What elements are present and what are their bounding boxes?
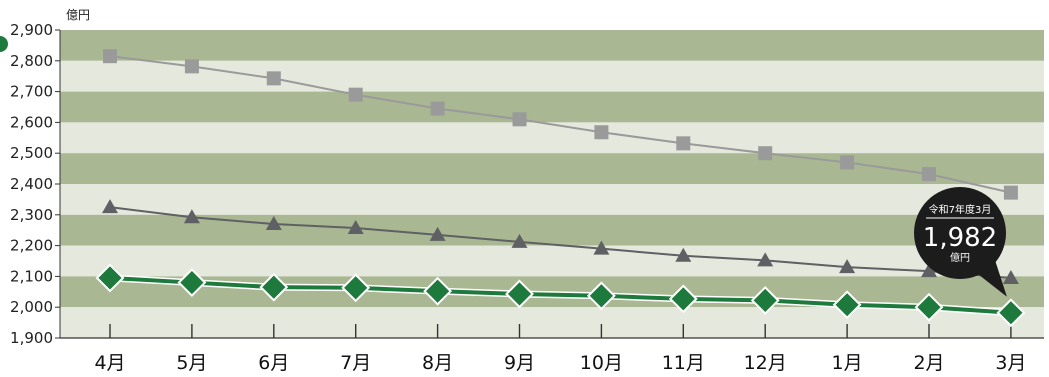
y-tick-label: 2,300 bbox=[10, 206, 53, 224]
series-layer bbox=[95, 49, 1026, 328]
data-point bbox=[259, 272, 289, 302]
y-tick-label: 2,800 bbox=[10, 52, 53, 70]
data-point bbox=[675, 247, 692, 262]
background-band bbox=[60, 245, 1044, 277]
y-tick-label: 2,000 bbox=[10, 298, 53, 316]
x-tick-label: 2月 bbox=[913, 352, 944, 374]
x-tick-label: 5月 bbox=[176, 352, 207, 374]
data-point bbox=[593, 240, 610, 255]
data-point bbox=[266, 71, 281, 86]
data-point bbox=[511, 233, 528, 248]
x-tick-label: 7月 bbox=[340, 352, 371, 374]
data-point bbox=[832, 290, 862, 320]
data-point bbox=[996, 298, 1026, 328]
data-point bbox=[594, 125, 609, 140]
y-tick-label: 2,200 bbox=[10, 237, 53, 255]
data-point bbox=[1002, 269, 1019, 284]
x-tick-label: 1月 bbox=[832, 352, 863, 374]
y-unit-label: 億円 bbox=[66, 8, 90, 22]
y-tick-label: 1,900 bbox=[10, 329, 53, 347]
series-triangle bbox=[102, 199, 1019, 284]
background-band bbox=[60, 30, 1044, 61]
data-point bbox=[95, 263, 125, 293]
data-point bbox=[184, 59, 199, 74]
data-point bbox=[758, 146, 773, 161]
data-point bbox=[1003, 185, 1018, 200]
series-line bbox=[109, 55, 1012, 194]
x-tick-label: 4月 bbox=[94, 352, 125, 374]
y-tick-label: 2,400 bbox=[10, 175, 53, 193]
data-point bbox=[914, 292, 944, 322]
plot-background-bands bbox=[60, 30, 1044, 338]
y-axis: 1,900 2,000 2,100 2,200 2,300 2,400 2,500 2,600… bbox=[10, 21, 61, 347]
series-square bbox=[103, 49, 1018, 200]
callout-value: 1,982 bbox=[923, 223, 997, 253]
data-point bbox=[341, 273, 371, 303]
background-band bbox=[60, 184, 1044, 215]
series-line bbox=[109, 206, 1011, 279]
callout-bubble: 令和7年度3月 1,982 億円 bbox=[914, 187, 1007, 297]
legend-marker-edge bbox=[0, 36, 8, 52]
y-tick-label: 2,700 bbox=[10, 83, 53, 101]
x-tick-label: 11月 bbox=[662, 352, 705, 374]
y-tick-label: 2,600 bbox=[10, 113, 53, 131]
x-axis: 4月 5月 6月 7月 8月 9月 10月 11月 12月 1月 2月 3月 bbox=[60, 324, 1044, 374]
x-tick-label: 6月 bbox=[258, 352, 289, 374]
background-band bbox=[60, 91, 1044, 123]
data-point bbox=[423, 276, 453, 306]
x-tick-label: 8月 bbox=[422, 352, 453, 374]
background-band bbox=[60, 60, 1044, 92]
background-band bbox=[60, 153, 1044, 184]
data-point bbox=[429, 226, 446, 241]
data-point bbox=[102, 199, 118, 214]
series-diamond bbox=[95, 263, 1026, 328]
x-tick-label: 9月 bbox=[504, 352, 535, 374]
data-point bbox=[750, 286, 780, 315]
data-point bbox=[757, 252, 774, 267]
callout-title: 令和7年度3月 bbox=[929, 203, 992, 216]
callout-unit: 億円 bbox=[950, 251, 970, 264]
data-point bbox=[512, 112, 527, 127]
x-tick-label: 12月 bbox=[744, 352, 787, 374]
data-point bbox=[840, 155, 855, 170]
data-point bbox=[265, 216, 282, 231]
background-band bbox=[60, 122, 1044, 154]
data-point bbox=[668, 284, 698, 314]
data-point bbox=[347, 220, 364, 235]
data-point bbox=[922, 167, 936, 182]
data-point bbox=[430, 101, 445, 116]
x-tick-label: 3月 bbox=[995, 352, 1026, 374]
background-band bbox=[60, 307, 1044, 338]
data-point bbox=[586, 281, 616, 311]
data-point bbox=[839, 259, 856, 274]
y-tick-label: 2,100 bbox=[10, 267, 53, 285]
data-point bbox=[676, 136, 691, 151]
x-tick-label: 10月 bbox=[580, 352, 623, 374]
data-point bbox=[505, 279, 534, 309]
data-point bbox=[348, 87, 363, 102]
y-tick-label: 2,500 bbox=[10, 144, 53, 162]
y-tick-label: 2,900 bbox=[10, 21, 53, 39]
data-point bbox=[921, 263, 937, 278]
callout-circle bbox=[914, 187, 1006, 279]
data-point bbox=[183, 209, 200, 224]
data-point bbox=[177, 268, 207, 297]
data-point bbox=[103, 49, 117, 64]
